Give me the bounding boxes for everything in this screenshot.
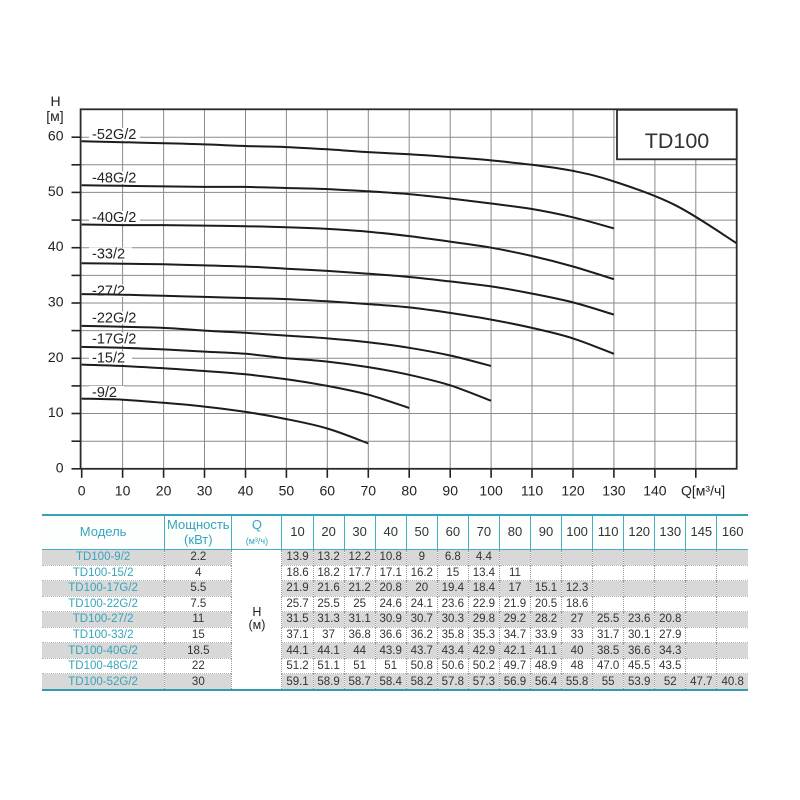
svg-text:90: 90: [442, 483, 458, 499]
svg-text:10: 10: [115, 483, 131, 499]
svg-text:50: 50: [279, 483, 295, 499]
svg-text:120: 120: [561, 483, 585, 499]
svg-text:TD100: TD100: [645, 129, 710, 153]
svg-text:-48G/2: -48G/2: [92, 171, 136, 187]
svg-text:Q[м³/ч]: Q[м³/ч]: [681, 483, 725, 499]
svg-text:130: 130: [602, 483, 626, 499]
svg-text:10: 10: [48, 404, 64, 420]
svg-text:50: 50: [48, 183, 64, 199]
svg-text:100: 100: [479, 483, 503, 499]
svg-text:-9/2: -9/2: [92, 385, 117, 401]
svg-text:0: 0: [78, 483, 86, 499]
svg-text:30: 30: [48, 294, 64, 310]
svg-text:-17G/2: -17G/2: [92, 332, 136, 348]
svg-text:-15/2: -15/2: [92, 351, 125, 367]
svg-text:40: 40: [238, 483, 254, 499]
svg-text:60: 60: [320, 483, 336, 499]
svg-text:0: 0: [56, 459, 64, 475]
svg-text:H: H: [50, 93, 60, 109]
svg-text:80: 80: [401, 483, 417, 499]
svg-text:140: 140: [643, 483, 667, 499]
svg-text:-40G/2: -40G/2: [92, 210, 136, 226]
svg-text:[м]: [м]: [46, 108, 63, 124]
svg-text:40: 40: [48, 238, 64, 254]
svg-text:-22G/2: -22G/2: [92, 311, 136, 327]
svg-text:110: 110: [521, 483, 544, 499]
svg-text:70: 70: [361, 483, 377, 499]
svg-text:30: 30: [197, 483, 213, 499]
svg-text:60: 60: [48, 128, 64, 144]
svg-text:-33/2: -33/2: [92, 247, 125, 263]
svg-text:20: 20: [48, 349, 64, 365]
svg-text:-27/2: -27/2: [92, 284, 125, 300]
svg-text:-52G/2: -52G/2: [92, 127, 136, 143]
svg-text:20: 20: [156, 483, 172, 499]
